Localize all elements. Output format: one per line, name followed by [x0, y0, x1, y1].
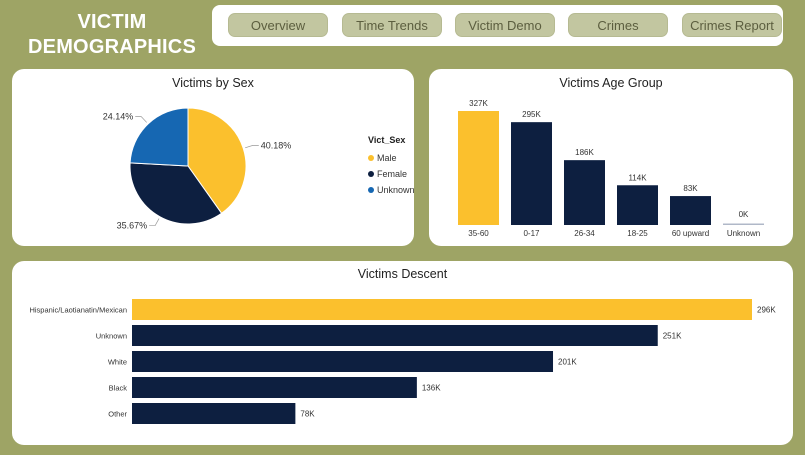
descent-value-label-hispanic-laotianatin-mexican: 296K	[757, 306, 776, 315]
age-category-label-26-34: 26-34	[574, 229, 595, 238]
victims-descent-chart: Hispanic/Laotianatin/Mexican 296K Unknown 2…	[29, 299, 776, 424]
legend-dot-male	[368, 155, 374, 161]
descent-bar-other[interactable]	[132, 403, 296, 424]
nav-time-trends-button[interactable]: Time Trends	[342, 13, 442, 37]
legend-item-unknown[interactable]: Unknown	[368, 182, 415, 198]
age-category-label-60-upward: 60 upward	[672, 229, 709, 238]
page-title: VICTIM DEMOGRAPHICS	[22, 10, 202, 60]
descent-value-label-unknown: 251K	[663, 332, 682, 341]
descent-value-label-black: 136K	[422, 384, 441, 393]
nav-overview-button[interactable]: Overview	[228, 13, 328, 37]
descent-bar-hispanic-laotianatin-mexican[interactable]	[132, 299, 752, 320]
pie-slice-unknown[interactable]	[129, 107, 189, 167]
victims-by-sex-card: Victims by Sex 40.18% 35.67% 24.14% Vict_S…	[12, 69, 415, 246]
victims-descent-card: Victims Descent Hispanic/Laotianatin/Mex…	[12, 261, 793, 445]
victims-descent-title: Victims Descent	[357, 267, 448, 281]
age-category-label-unknown: Unknown	[727, 229, 760, 238]
pie-slice-female[interactable]	[129, 162, 223, 225]
descent-category-label-unknown: Unknown	[96, 332, 127, 341]
age-category-label-0-17: 0-17	[523, 229, 540, 238]
victims-by-sex-chart: 40.18% 35.67% 24.14%	[103, 107, 292, 231]
sex-legend-title: Vict_Sex	[368, 135, 406, 145]
victims-by-sex-title: Victims by Sex	[172, 76, 254, 90]
pie-leader-male	[245, 145, 259, 149]
pie-leader-female	[149, 218, 160, 226]
page-title-line2: DEMOGRAPHICS	[28, 36, 196, 58]
age-bar-0-17[interactable]	[511, 122, 552, 225]
legend-item-female[interactable]: Female	[368, 166, 415, 182]
age-value-label-35-60: 327K	[469, 99, 488, 108]
descent-category-label-hispanic-laotianatin-mexican: Hispanic/Laotianatin/Mexican	[29, 306, 127, 315]
descent-category-label-black: Black	[109, 384, 128, 393]
age-category-label-18-25: 18-25	[627, 229, 648, 238]
age-bar-60-upward[interactable]	[670, 196, 711, 225]
age-value-label-18-25: 114K	[628, 173, 647, 182]
victims-age-group-chart: 327K 35-60 295K 0-17 186K 26-34 114K 18-25 83K 60…	[458, 99, 764, 238]
page-title-line1: VICTIM	[77, 11, 147, 33]
age-category-label-35-60: 35-60	[468, 229, 489, 238]
legend-item-male[interactable]: Male	[368, 150, 415, 166]
descent-value-label-other: 78K	[300, 410, 315, 419]
legend-label-male: Male	[377, 153, 397, 163]
descent-bar-white[interactable]	[132, 351, 554, 372]
age-bar-unknown[interactable]	[723, 223, 764, 226]
legend-dot-female	[368, 171, 374, 177]
descent-category-label-other: Other	[108, 410, 127, 419]
pie-label-female: 35.67%	[117, 221, 148, 231]
age-value-label-26-34: 186K	[575, 148, 594, 157]
sex-legend: Vict_Sex Male Female Unknown	[368, 135, 415, 198]
descent-category-label-white: White	[108, 358, 127, 367]
nav-victim-demo-button[interactable]: Victim Demo	[455, 13, 555, 37]
nav-crimes-button[interactable]: Crimes	[568, 13, 668, 37]
age-value-label-0-17: 295K	[522, 110, 541, 119]
nav-bar: Overview Time Trends Victim Demo Crimes …	[212, 5, 783, 46]
descent-bar-unknown[interactable]	[132, 325, 658, 346]
age-bar-18-25[interactable]	[617, 185, 658, 225]
nav-crimes-report-button[interactable]: Crimes Report	[682, 13, 782, 37]
victims-age-group-card: Victims Age Group 327K 35-60 295K 0-17 186K 2…	[429, 69, 793, 246]
descent-value-label-white: 201K	[558, 358, 577, 367]
pie-leader-unknown	[135, 116, 147, 123]
pie-label-male: 40.18%	[261, 140, 292, 150]
victims-age-group-title: Victims Age Group	[559, 76, 663, 90]
pie-label-unknown: 24.14%	[103, 112, 134, 122]
age-bar-26-34[interactable]	[564, 160, 605, 225]
descent-bar-black[interactable]	[132, 377, 417, 398]
legend-dot-unknown	[368, 187, 374, 193]
age-bar-35-60[interactable]	[458, 111, 499, 225]
age-value-label-60-upward: 83K	[683, 184, 698, 193]
pie-slice-male[interactable]	[187, 107, 247, 215]
legend-label-unknown: Unknown	[377, 185, 415, 195]
age-value-label-unknown: 0K	[739, 210, 749, 219]
legend-label-female: Female	[377, 169, 408, 179]
